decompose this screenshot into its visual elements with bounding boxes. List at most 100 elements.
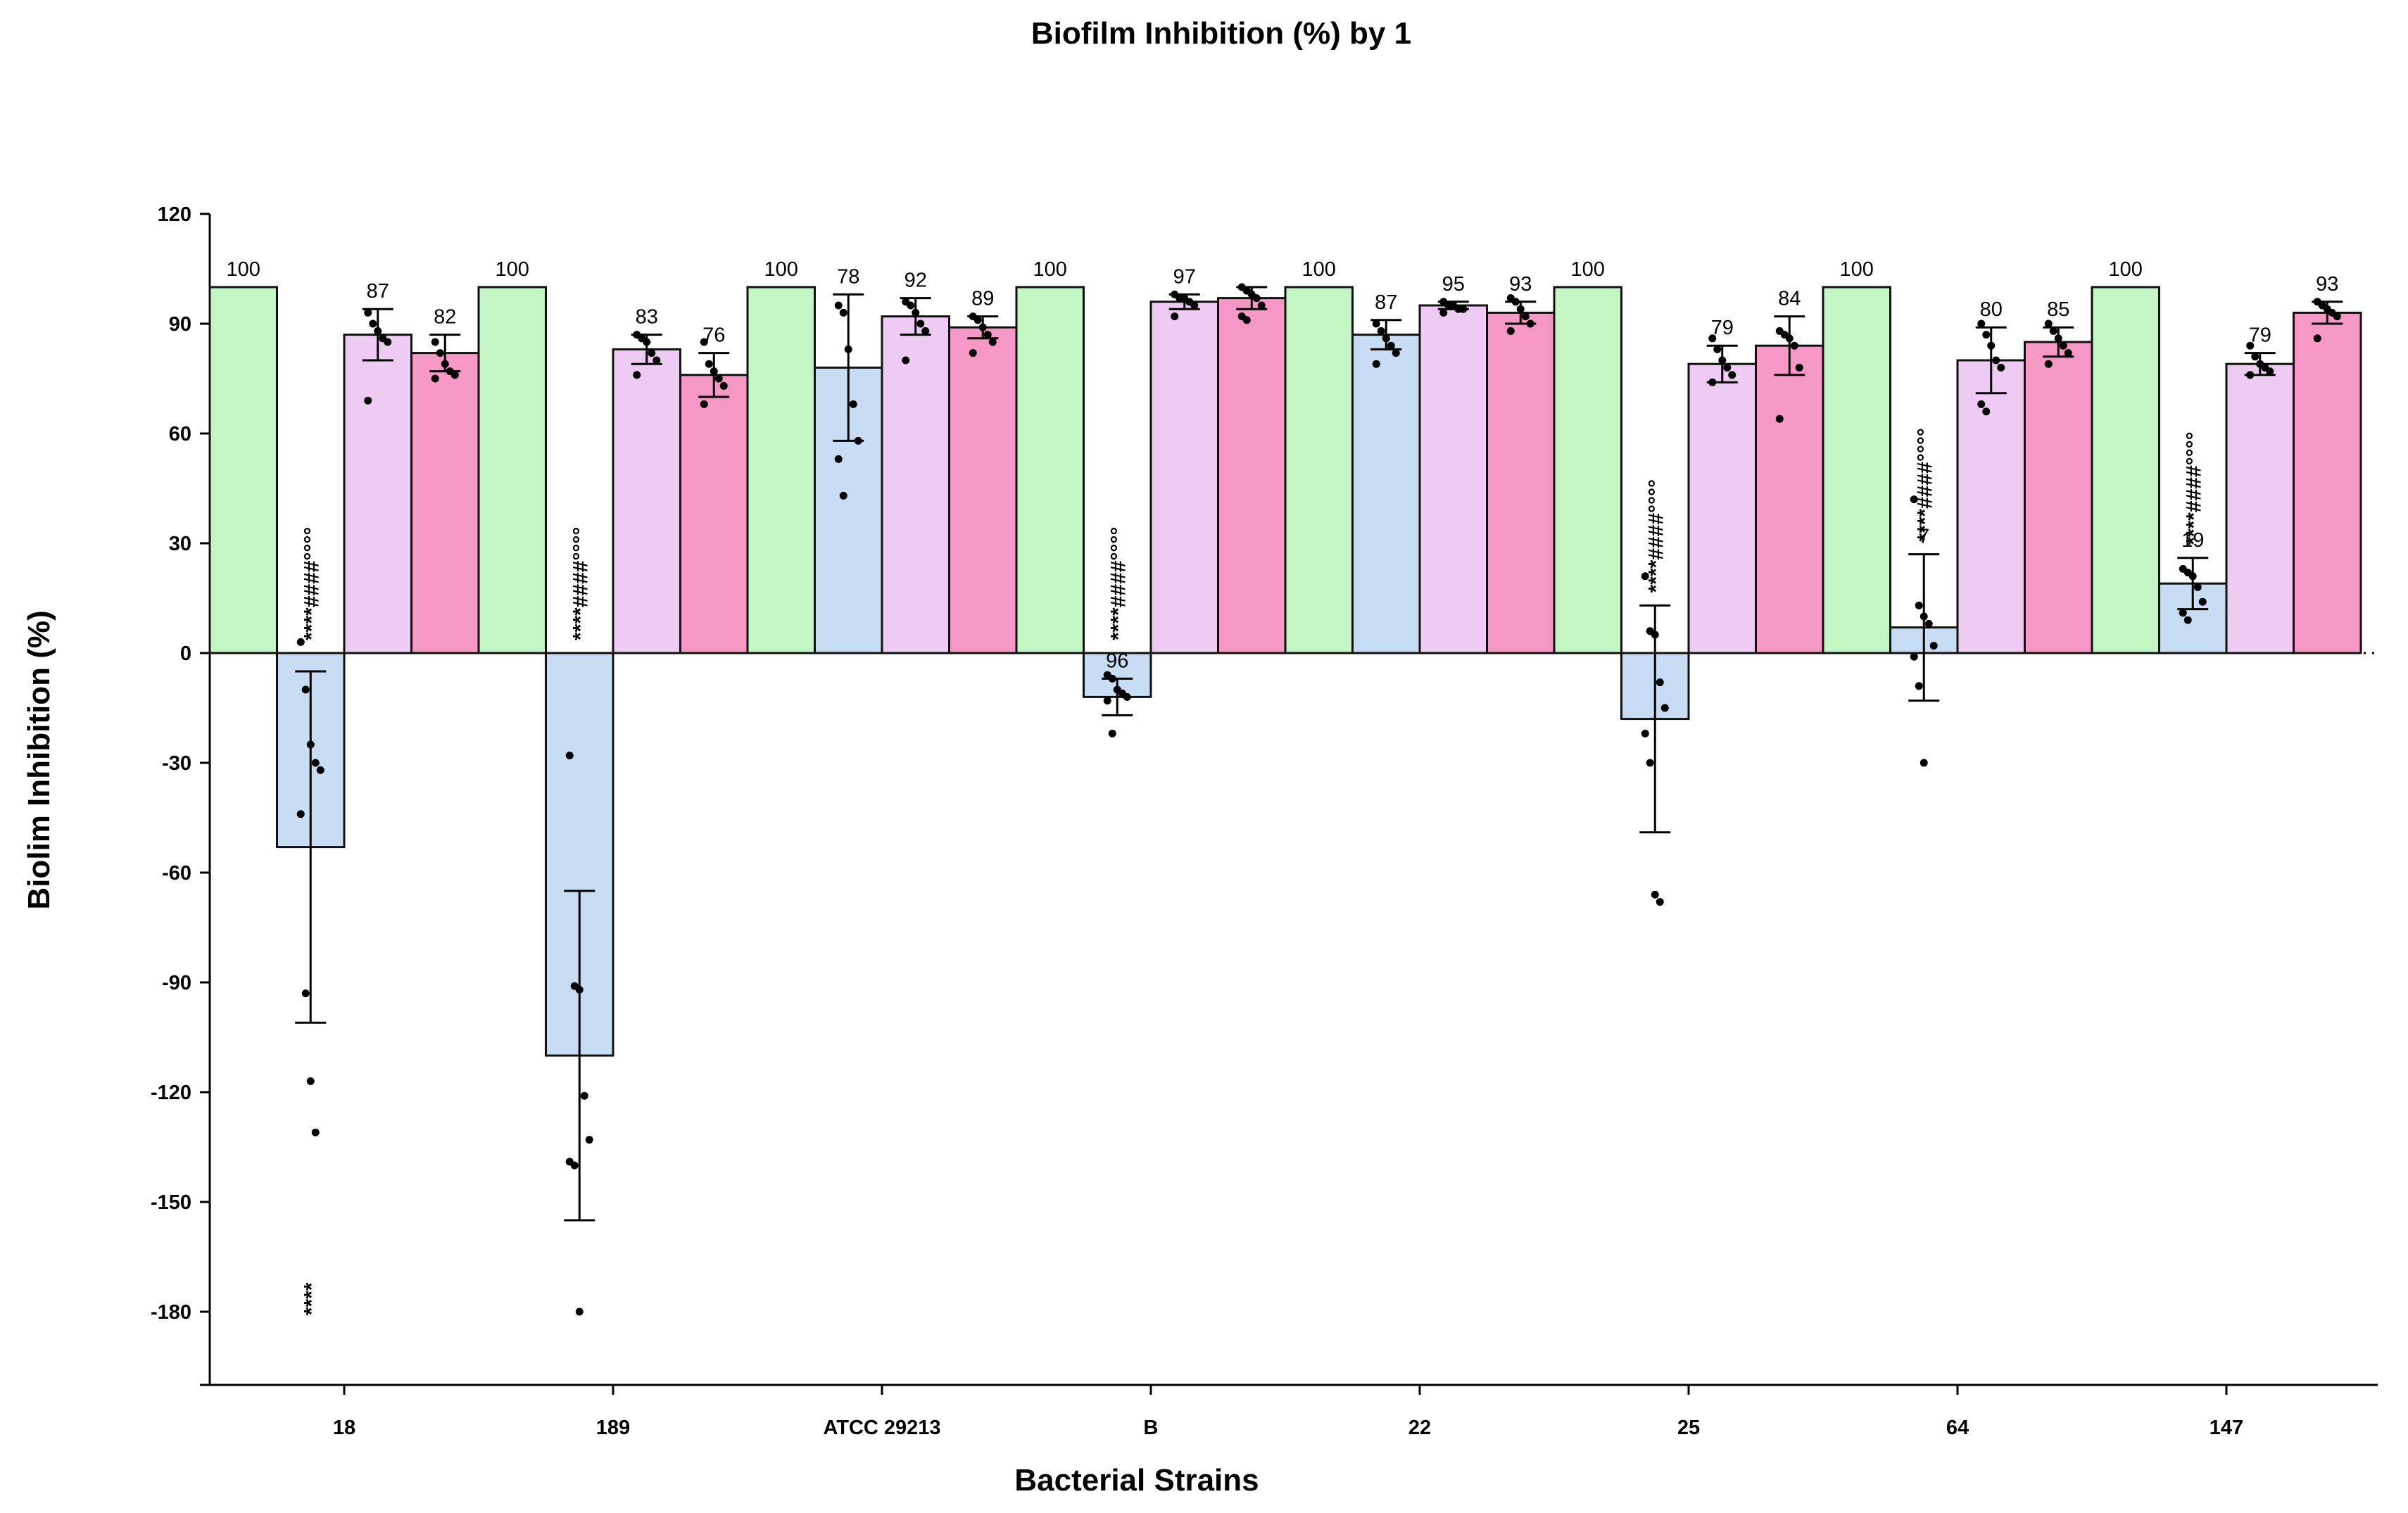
data-point: [301, 685, 310, 694]
data-point: [978, 323, 987, 331]
data-point: [2198, 597, 2207, 606]
bar: [1553, 286, 1622, 654]
data-point: [912, 308, 920, 317]
data-point: [1511, 298, 1520, 306]
data-point: [1785, 334, 1794, 343]
x-category-label: 25: [1677, 1417, 1700, 1439]
bar: [2158, 582, 2228, 654]
data-point: [854, 436, 862, 445]
data-label: 7: [1918, 526, 1929, 548]
data-label: 93: [1509, 273, 1532, 296]
data-point: [1915, 682, 1923, 690]
data-point: [1977, 319, 1986, 328]
data-label: 19: [2181, 529, 2204, 552]
bar: [679, 374, 749, 654]
data-point: [2049, 327, 2057, 335]
data-point: [2246, 371, 2255, 379]
data-point: [700, 400, 708, 408]
data-point: [1795, 363, 1803, 372]
bar: [2024, 341, 2093, 654]
data-point: [580, 1091, 588, 1100]
data-point: [1982, 407, 1991, 416]
data-point: [710, 367, 718, 376]
bar: [1418, 304, 1488, 654]
data-point: [1997, 363, 2005, 372]
data-point: [384, 338, 392, 346]
data-point: [364, 308, 372, 317]
x-category-label: B: [1144, 1417, 1159, 1439]
x-category-label: 64: [1946, 1417, 1969, 1439]
data-point: [1790, 341, 1798, 350]
data-point: [311, 1128, 320, 1137]
data-point: [1646, 759, 1654, 767]
data-label: 87: [367, 280, 389, 303]
data-point: [839, 491, 847, 500]
data-label: 79: [2249, 324, 2271, 347]
data-point: [643, 338, 651, 346]
data-point: [2044, 319, 2053, 328]
data-point: [834, 455, 843, 463]
data-point: [2251, 353, 2259, 361]
data-point: [1516, 305, 1525, 313]
data-point: [1728, 371, 1736, 379]
data-point: [2333, 312, 2341, 321]
data-point: [1708, 334, 1717, 343]
chart-title: Biofilm Inhibition (%) by 1: [1031, 16, 1411, 51]
data-point: [973, 316, 982, 324]
data-point: [306, 1077, 315, 1085]
significance-marks: ****####°°°°: [2182, 431, 2205, 545]
data-point: [916, 319, 925, 328]
y-tick-label: -120: [151, 1082, 191, 1104]
data-label: 89: [971, 288, 994, 310]
data-point: [1252, 294, 1261, 303]
data-label: 100: [1302, 258, 1336, 281]
bar: [612, 348, 681, 654]
x-axis-title: Bacterial Strains: [1014, 1463, 1259, 1498]
data-point: [1718, 356, 1727, 365]
data-point: [1656, 898, 1664, 906]
data-point: [296, 638, 305, 646]
data-label: 87: [1375, 291, 1397, 314]
data-point: [1660, 704, 1669, 712]
data-point: [575, 1308, 584, 1316]
data-point: [570, 1161, 579, 1170]
y-tick-label: 30: [169, 533, 191, 555]
x-category-label: 22: [1408, 1417, 1431, 1439]
bar: [1217, 297, 1287, 654]
data-point: [2044, 360, 2053, 368]
data-point: [369, 319, 377, 328]
bar: [1351, 334, 1421, 654]
x-category-label: 147: [2210, 1417, 2243, 1439]
data-label: 97: [1173, 265, 1196, 288]
bar: [1687, 362, 1757, 654]
data-point: [2059, 341, 2067, 350]
data-point: [839, 308, 847, 317]
significance-marks: ****####°°°°: [1107, 527, 1130, 640]
data-point: [849, 400, 857, 408]
bar: [948, 326, 1018, 654]
data-point: [969, 349, 977, 357]
data-point: [700, 338, 708, 346]
data-point: [1775, 414, 1784, 423]
data-point: [1987, 341, 1996, 350]
data-point: [1382, 334, 1390, 343]
data-label: 100: [496, 258, 529, 281]
data-point: [1526, 319, 1534, 328]
data-label: 100: [1033, 258, 1067, 281]
data-point: [1641, 729, 1649, 737]
data-label: 83: [636, 306, 658, 329]
data-point: [1506, 327, 1515, 335]
data-point: [1108, 674, 1116, 683]
data-point: [1924, 619, 1933, 628]
y-tick-label: -90: [162, 972, 191, 994]
data-point: [431, 338, 439, 346]
bar: [1284, 286, 1354, 654]
y-tick-label: -30: [162, 752, 191, 775]
data-point: [2313, 334, 2321, 343]
data-label: 85: [2047, 298, 2069, 321]
bar: [410, 352, 480, 654]
data-point: [1929, 642, 1938, 650]
data-point: [364, 396, 372, 405]
y-tick-label: 0: [180, 642, 191, 665]
